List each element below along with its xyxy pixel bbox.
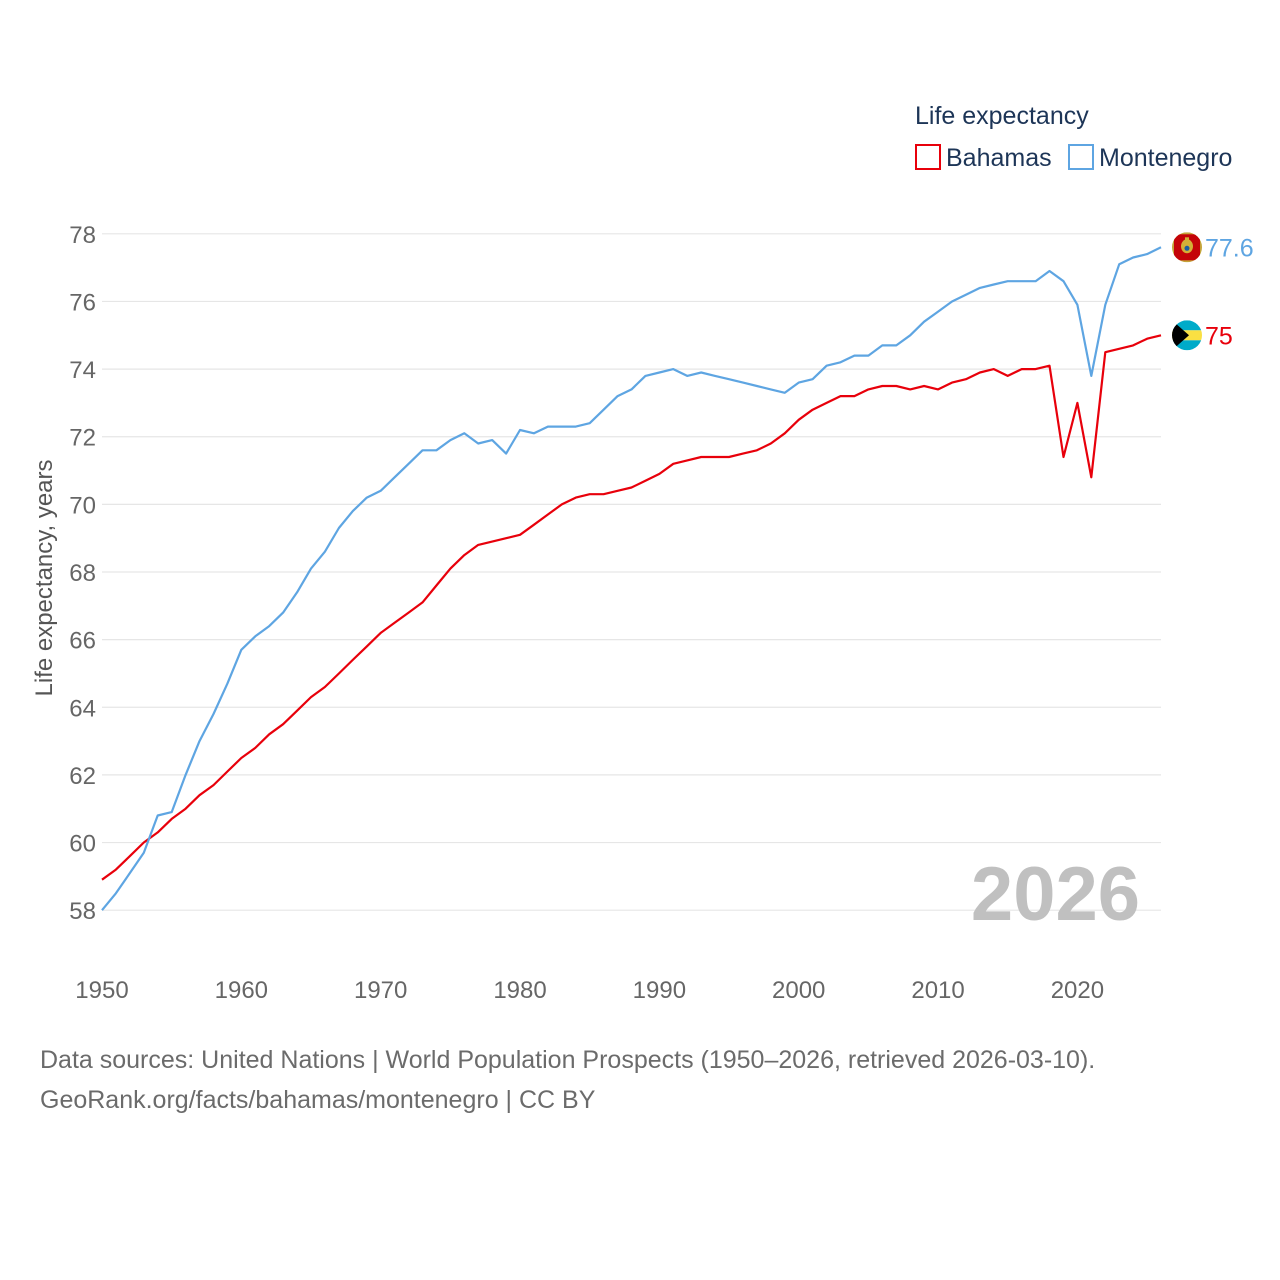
end-value-label-montenegro: 77.6: [1205, 234, 1254, 262]
legend: Life expectancy Bahamas Montenegro: [915, 102, 1232, 172]
y-tick-label-76: 76: [69, 289, 96, 316]
y-axis-ticks: 58 60 62 64 66 68 70 72 74 76 78: [69, 222, 96, 925]
y-tick-label-72: 72: [69, 425, 96, 452]
montenegro-flag-icon: [1172, 232, 1202, 263]
y-tick-label-62: 62: [69, 763, 96, 790]
attribution-link[interactable]: GeoRank.org/facts/bahamas/montenegro | C…: [40, 1086, 596, 1114]
end-value-label-bahamas: 75: [1205, 322, 1233, 350]
x-tick-label-1960: 1960: [215, 977, 268, 1004]
legend-swatch-bahamas: [915, 144, 941, 170]
y-tick-label-68: 68: [69, 560, 96, 587]
legend-swatch-montenegro: [1068, 144, 1094, 170]
x-tick-label-2020: 2020: [1051, 977, 1104, 1004]
legend-item-bahamas[interactable]: Bahamas: [915, 144, 1052, 172]
x-tick-label-2010: 2010: [911, 977, 964, 1004]
series-lines: [101, 246, 1162, 911]
y-tick-label-78: 78: [69, 222, 96, 249]
legend-label-montenegro: Montenegro: [1099, 144, 1232, 172]
bahamas-flag-icon: [1172, 320, 1202, 351]
y-axis-title: Life expectancy, years: [31, 459, 58, 696]
series-line-bahamas: [101, 334, 1162, 881]
x-axis-ticks: 1950 1960 1970 1980 1990 2000 2010 2020: [75, 977, 1104, 1004]
x-tick-label-1990: 1990: [633, 977, 686, 1004]
x-tick-label-2000: 2000: [772, 977, 825, 1004]
gridlines: [102, 233, 1161, 911]
y-tick-label-64: 64: [69, 695, 96, 722]
series-line-montenegro: [101, 246, 1162, 911]
source-note: Data sources: United Nations | World Pop…: [40, 1046, 1096, 1074]
y-tick-label-74: 74: [69, 357, 96, 384]
y-tick-label-60: 60: [69, 831, 96, 858]
legend-label-bahamas: Bahamas: [946, 144, 1052, 172]
x-tick-label-1970: 1970: [354, 977, 407, 1004]
y-tick-label-70: 70: [69, 492, 96, 519]
x-tick-label-1950: 1950: [75, 977, 128, 1004]
y-tick-label-58: 58: [69, 898, 96, 925]
legend-item-montenegro[interactable]: Montenegro: [1068, 144, 1232, 172]
legend-title: Life expectancy: [915, 102, 1089, 130]
x-tick-label-1980: 1980: [493, 977, 546, 1004]
year-watermark: 2026: [971, 852, 1140, 937]
y-tick-label-66: 66: [69, 628, 96, 655]
